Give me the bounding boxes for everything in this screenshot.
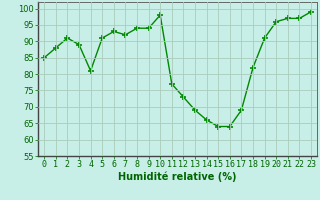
X-axis label: Humidité relative (%): Humidité relative (%) xyxy=(118,172,237,182)
